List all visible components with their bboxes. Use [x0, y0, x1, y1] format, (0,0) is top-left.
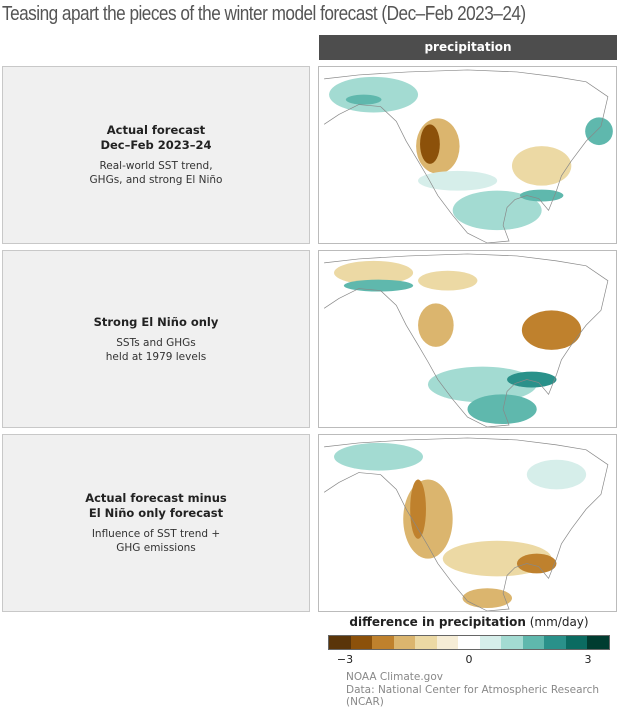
map-el-nino-only [318, 250, 617, 428]
colorbar-swatch [372, 636, 394, 649]
colorbar-swatch [329, 636, 351, 649]
colorbar-tick-max: 3 [584, 653, 592, 666]
panel-actual-forecast: Actual forecast Dec–Feb 2023–24 Real-worl… [2, 66, 310, 244]
colorbar [328, 635, 610, 650]
colorbar-title: difference in precipitation (mm/day) [349, 615, 589, 629]
column-header: precipitation [319, 35, 617, 60]
map-difference [318, 434, 617, 612]
colorbar-swatch [522, 636, 545, 649]
colorbar-swatch [458, 636, 480, 649]
credit-source: NOAA Climate.gov [346, 671, 443, 683]
colorbar-swatch [479, 636, 502, 649]
panel-subtitle: SSTs and GHGs held at 1979 levels [105, 336, 207, 363]
colorbar-tick-min: −3 [336, 653, 354, 666]
colorbar-swatch [544, 636, 566, 649]
colorbar-swatch [587, 636, 609, 649]
colorbar-swatch [501, 636, 523, 649]
colorbar-tick-zero: 0 [465, 653, 473, 666]
panel-subtitle: Real-world SST trend, GHGs, and strong El… [89, 160, 223, 186]
panel-difference: Actual forecast minus El Niño only foreca… [2, 434, 310, 612]
map-actual-forecast [318, 66, 617, 244]
colorbar-swatch [565, 636, 588, 649]
colorbar-swatch [393, 636, 416, 649]
colorbar-swatch [350, 636, 373, 649]
panel-title: Strong El Niño only [93, 314, 219, 329]
credit-data: Data: National Center for Atmospheric Re… [346, 684, 600, 708]
colorbar-swatch [436, 636, 459, 649]
panel-title: Actual forecast Dec–Feb 2023–24 [100, 123, 212, 152]
figure-title: Teasing apart the pieces of the winter m… [2, 3, 526, 25]
panel-subtitle: Influence of SST trend + GHG emissions [91, 528, 221, 554]
panel-title: Actual forecast minus El Niño only foreca… [85, 491, 227, 520]
colorbar-swatch [415, 636, 437, 649]
panel-el-nino-only: Strong El Niño only SSTs and GHGs held at… [2, 250, 310, 428]
